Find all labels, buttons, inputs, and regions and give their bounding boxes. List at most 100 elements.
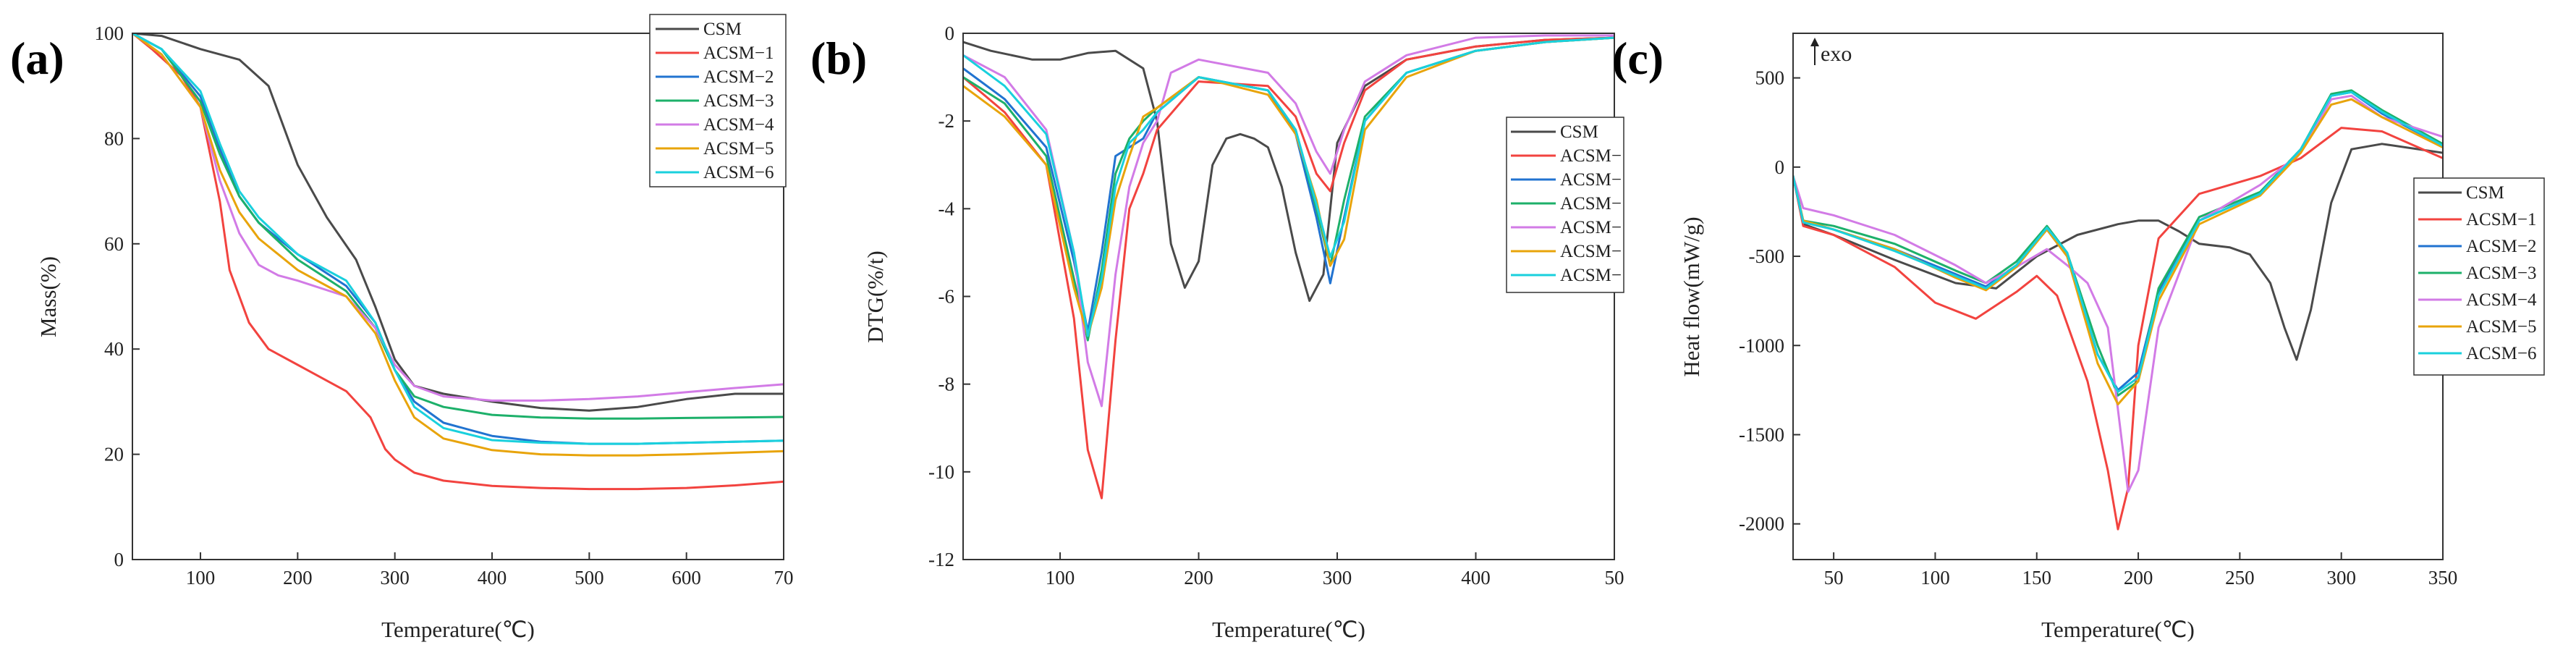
- panel-c-xtick-label: 150: [2022, 567, 2052, 589]
- panel-b-legend-label: CSM: [1560, 122, 1598, 142]
- panel-c-lines: [1793, 89, 2443, 531]
- panel-b-xtick-label: 100: [1046, 567, 1075, 589]
- panel-c-series-acsm-6: [1793, 90, 2443, 393]
- panel-a-xtick-label: 100: [186, 567, 216, 589]
- panel-a-legend-label: ACSM−5: [703, 139, 774, 159]
- panel-b-ytick-label: -2: [939, 110, 955, 132]
- panel-b-legend-label: ACSM−: [1560, 170, 1622, 190]
- panel-a-series-acsm-1: [132, 33, 784, 491]
- panel-a-legend-label: ACSM−4: [703, 115, 774, 135]
- panel-b-legend-label: ACSM−: [1560, 266, 1622, 285]
- panel-c: (c) 50 100 150 200 250 300 350 -2000 -1500 -1000 -…: [1612, 33, 2545, 642]
- panel-a-series-acsm-5: [132, 33, 784, 457]
- panel-a-legend-label: ACSM−6: [703, 163, 774, 182]
- panel-c-legend-label: ACSM−4: [2466, 290, 2537, 310]
- panel-a-lines: [132, 33, 784, 491]
- panel-c-xtick-label: 250: [2225, 567, 2255, 589]
- panel-b-series-acsm-6: [963, 36, 1614, 337]
- panel-b-xtick-label: 50: [1605, 567, 1624, 589]
- panel-c-legend-label: ACSM−2: [2466, 237, 2536, 256]
- panel-a-ytick-label: 0: [114, 549, 124, 570]
- panel-c-ytick-label: -500: [1749, 245, 1785, 267]
- panel-b-legend-label: ACSM−: [1560, 218, 1622, 237]
- panel-a-legend-label: ACSM−2: [703, 67, 774, 87]
- panel-c-legend-label: ACSM−1: [2466, 210, 2536, 229]
- panel-c-legend-label: ACSM−6: [2466, 344, 2536, 363]
- panel-b-ytick-label: -8: [939, 374, 955, 395]
- panel-c-ytick-label: 0: [1775, 156, 1785, 178]
- panel-b-ylabel: DTG(%/t): [863, 250, 888, 342]
- panel-c-xtick-label: 300: [2326, 567, 2356, 589]
- panel-b-ytick-label: 0: [945, 22, 955, 44]
- panel-b-legend: CSM ACSM− ACSM− ACSM− ACSM− ACSM− ACSM−: [1506, 117, 1624, 293]
- panel-a-xtick-label: 70: [774, 567, 794, 589]
- panel-b-series-csm: [963, 36, 1614, 303]
- panel-a-series-acsm-6: [132, 33, 784, 445]
- panel-a-ytick-label: 40: [104, 338, 124, 360]
- panel-b-legend-box: [1506, 117, 1624, 293]
- panel-b-ticks: 100 200 300 400 50 -12 -10 -8 -6 -4 -2 0: [928, 22, 1624, 589]
- panel-c-xtick-label: 100: [1920, 567, 1950, 589]
- panel-a-xtick-label: 200: [283, 567, 313, 589]
- panel-c-ytick-label: 500: [1755, 67, 1785, 89]
- panel-a-frame: [132, 33, 784, 560]
- panel-b-xtick-label: 300: [1323, 567, 1352, 589]
- panel-a-letter: (a): [10, 33, 64, 84]
- panel-b-ytick-label: -6: [939, 286, 955, 308]
- panel-a-legend-label: ACSM−3: [703, 91, 774, 111]
- panel-a-xtick-label: 300: [380, 567, 410, 589]
- panel-c-series-acsm-4: [1793, 94, 2443, 493]
- panel-b-legend-label: ACSM−: [1560, 242, 1622, 261]
- panel-b-xlabel: Temperature(℃): [1212, 617, 1365, 642]
- panel-b-legend-label: ACSM−: [1560, 146, 1622, 166]
- panel-c-legend-label: ACSM−5: [2466, 317, 2536, 337]
- panel-a-series-csm: [132, 33, 784, 412]
- panel-c-ytick-label: -1000: [1739, 334, 1784, 356]
- panel-a-ytick-label: 80: [104, 127, 124, 149]
- exo-arrow-icon: [1810, 38, 1819, 65]
- panel-c-frame: [1792, 33, 2444, 560]
- panel-b-series-acsm-1: [963, 36, 1614, 499]
- panel-c-legend-box: [2413, 177, 2545, 376]
- panel-c-letter: (c): [1612, 33, 1664, 84]
- panel-a-xtick-label: 600: [671, 567, 701, 589]
- panel-a-xtick-label: 500: [575, 567, 604, 589]
- panel-c-xlabel: Temperature(℃): [2041, 617, 2195, 642]
- panel-a-ytick-label: 20: [104, 444, 124, 465]
- panel-b-xtick-label: 200: [1184, 567, 1213, 589]
- panel-c-series-acsm-3: [1793, 89, 2443, 397]
- panel-a-legend: CSM ACSM−1 ACSM−2 ACSM−3 ACSM−4 ACSM−5 ACSM−6: [649, 14, 787, 187]
- panel-c-ytick-label: -2000: [1739, 513, 1784, 535]
- panel-c-series-acsm-5: [1793, 98, 2443, 406]
- panel-c-ytick-label: -1500: [1739, 423, 1784, 445]
- panel-b: (b) 100 200 300 400 50 -12 -10 -8 -6 -4 -2 0 DTG(%/…: [810, 22, 1624, 642]
- panel-c-xtick-label: 200: [2124, 567, 2153, 589]
- panel-a-xlabel: Temperature(℃): [381, 617, 535, 642]
- panel-c-series-acsm-2: [1793, 90, 2443, 392]
- panel-a-xtick-label: 400: [478, 567, 507, 589]
- panel-c-legend-label: ACSM−3: [2466, 263, 2536, 283]
- panel-c-ylabel: Heat flow(mW/g): [1679, 216, 1704, 376]
- panel-b-xtick-label: 400: [1461, 567, 1491, 589]
- panel-c-xtick-label: 50: [1824, 567, 1844, 589]
- panel-a-legend-label: ACSM−1: [703, 43, 774, 63]
- panel-b-ytick-label: -4: [939, 198, 955, 219]
- panel-a-ylabel: Mass(%): [35, 256, 61, 337]
- panel-c-xtick-label: 350: [2428, 567, 2458, 589]
- panel-b-ytick-label: -12: [928, 549, 954, 570]
- panel-b-letter: (b): [810, 33, 867, 84]
- panel-b-series-acsm-4: [963, 34, 1614, 408]
- panel-a-ytick-label: 60: [104, 233, 124, 255]
- panel-b-frame: [962, 33, 1615, 560]
- panel-b-lines: [963, 34, 1614, 499]
- panel-c-legend: CSM ACSM−1 ACSM−2 ACSM−3 ACSM−4 ACSM−5 ACSM−6: [2413, 177, 2545, 376]
- panel-b-legend-label: ACSM−: [1560, 194, 1622, 214]
- panel-c-series-acsm-1: [1793, 127, 2443, 531]
- panel-b-ytick-label: -10: [928, 461, 954, 483]
- panel-c-legend-label: CSM: [2466, 183, 2504, 203]
- panel-c-ticks: 50 100 150 200 250 300 350 -2000 -1500 -1000 -500 0…: [1739, 67, 2457, 589]
- panel-c-series-csm: [1793, 143, 2443, 361]
